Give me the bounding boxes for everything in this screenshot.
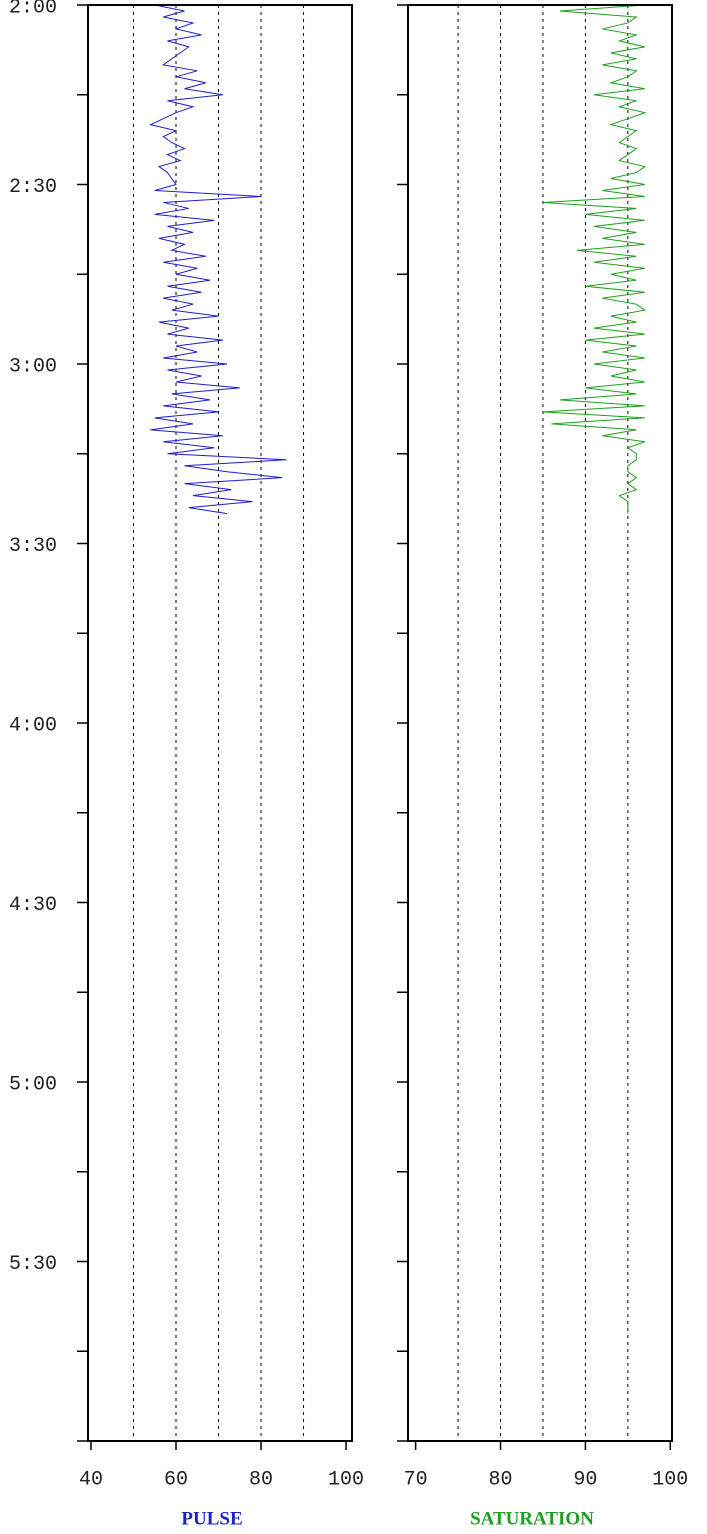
- x-tick-label: 100: [652, 1468, 688, 1491]
- x-tick-label: 40: [79, 1468, 103, 1491]
- axis-title: SATURATION: [470, 1508, 594, 1529]
- y-tick-label: 2:30: [9, 176, 57, 199]
- data-line: [148, 4, 287, 515]
- y-tick-label: 4:00: [9, 714, 57, 737]
- x-tick-label: 80: [249, 1468, 273, 1491]
- plot-frame: [407, 4, 673, 1442]
- y-tick-label: 4:30: [9, 894, 57, 917]
- axis-title: PULSE: [181, 1508, 242, 1529]
- x-tick-label: 80: [489, 1468, 513, 1491]
- x-tick-label: 70: [404, 1468, 428, 1491]
- data-line: [542, 4, 647, 514]
- x-tick-label: 90: [573, 1468, 597, 1491]
- plot-frame: [87, 4, 353, 1442]
- y-tick-label: 3:00: [9, 355, 57, 378]
- x-tick-label: 100: [328, 1468, 364, 1491]
- y-tick-label: 2:00: [9, 0, 57, 19]
- y-tick-label: 5:00: [9, 1073, 57, 1096]
- y-tick-label: 3:30: [9, 535, 57, 558]
- x-tick-label: 60: [164, 1468, 188, 1491]
- y-tick-label: 5:30: [9, 1253, 57, 1276]
